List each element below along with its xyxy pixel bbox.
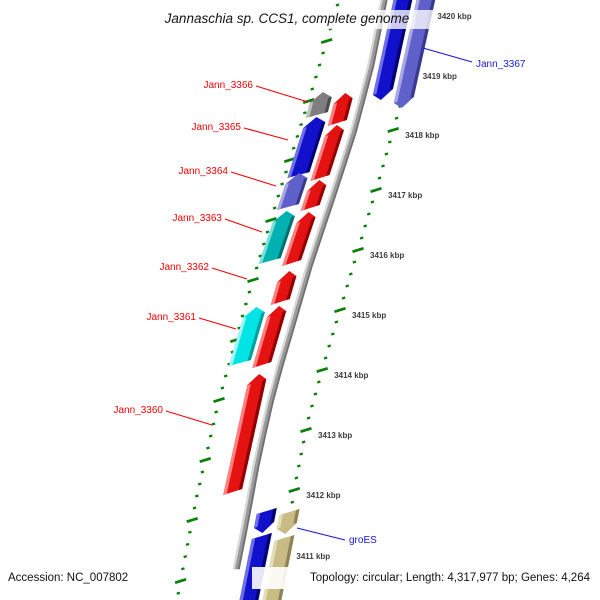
- ruler-label-3413: 3413 kbp: [318, 431, 352, 440]
- gene-arrow-groes-cds[interactable]: [254, 508, 277, 533]
- gene-arrow-jann-3362-cds[interactable]: [270, 271, 297, 305]
- gene-arrow-jann-3364-cds[interactable]: [300, 180, 327, 211]
- gene-arrow-jann-3364[interactable]: [276, 173, 308, 210]
- gene-arrow-groes[interactable]: [276, 509, 300, 534]
- gene-label-jann-3361[interactable]: Jann_3361: [147, 312, 197, 323]
- accession-text: Accession: NC_007802: [8, 572, 128, 584]
- ruler-label-3418: 3418 kbp: [405, 131, 439, 140]
- gene-label-jann-3363[interactable]: Jann_3363: [173, 213, 223, 224]
- ruler-label-3419: 3419 kbp: [423, 72, 457, 81]
- genome-backbone: [232, 0, 388, 570]
- label-line-jann-3367: [422, 47, 473, 63]
- ruler-label-3414: 3414 kbp: [334, 371, 368, 380]
- label-line-jann-3366: [255, 85, 309, 103]
- label-line-jann-3364: [230, 171, 277, 187]
- gene-labels: Jann_3366 Jann_3365 Jann_3364 Jann_3363 Jann…: [114, 59, 526, 546]
- ruler-label-3411: 3411 kbp: [296, 552, 330, 561]
- gene-arrow-jann-3363-cds[interactable]: [282, 212, 316, 266]
- gene-arrow-jann-3363[interactable]: [258, 211, 295, 264]
- text-backdrops: [150, 10, 598, 589]
- gene-label-groes[interactable]: groES: [349, 535, 377, 546]
- gene-arrow-jann-3361[interactable]: [228, 307, 265, 366]
- gene-arrow-jann-3365-cds[interactable]: [310, 125, 345, 181]
- label-line-groes: [296, 527, 346, 541]
- map-title: Jannaschia sp. CCS1, complete genome: [164, 11, 410, 26]
- gene-label-jann-3360[interactable]: Jann_3360: [114, 405, 164, 416]
- gene-arrow-jann-3366[interactable]: [305, 92, 332, 118]
- ruler-label-3412: 3412 kbp: [306, 491, 340, 500]
- ruler-label-3415: 3415 kbp: [352, 311, 386, 320]
- gene-arrow-jann-3366-cds[interactable]: [327, 93, 353, 126]
- label-line-jann-3361: [198, 317, 237, 330]
- genome-stats-text: Topology: circular; Length: 4,317,977 bp…: [310, 572, 591, 584]
- gene-arrow-jann-3361-cds[interactable]: [252, 306, 287, 368]
- label-line-jann-3360: [165, 410, 213, 426]
- title-backdrop: [150, 10, 480, 29]
- label-line-jann-3362: [211, 267, 248, 280]
- gene-arrows: [223, 0, 436, 600]
- gene-arrow-jann-3365[interactable]: [287, 117, 326, 178]
- gene-label-lines: [165, 47, 473, 541]
- gene-arrow-jann-3360-cds[interactable]: [223, 374, 267, 495]
- footer-backdrop: [252, 567, 598, 589]
- gene-label-jann-3364[interactable]: Jann_3364: [179, 166, 229, 177]
- ruler-label-3417: 3417 kbp: [388, 191, 422, 200]
- ruler-labels: 3420 kbp 3419 kbp 3418 kbp 3417 kbp 3416 kbp…: [296, 12, 471, 561]
- left-ruler-ticks: [174, 3, 340, 595]
- label-line-jann-3365: [243, 127, 289, 141]
- gene-label-jann-3365[interactable]: Jann_3365: [192, 122, 242, 133]
- label-line-jann-3363: [224, 218, 263, 233]
- gene-label-jann-3366[interactable]: Jann_3366: [204, 80, 254, 91]
- gene-label-jann-3362[interactable]: Jann_3362: [160, 262, 210, 273]
- ruler-label-3416: 3416 kbp: [370, 251, 404, 260]
- gene-label-jann-3367[interactable]: Jann_3367: [476, 59, 526, 70]
- backbone-band: [232, 0, 388, 570]
- ruler-label-3420: 3420 kbp: [437, 12, 471, 21]
